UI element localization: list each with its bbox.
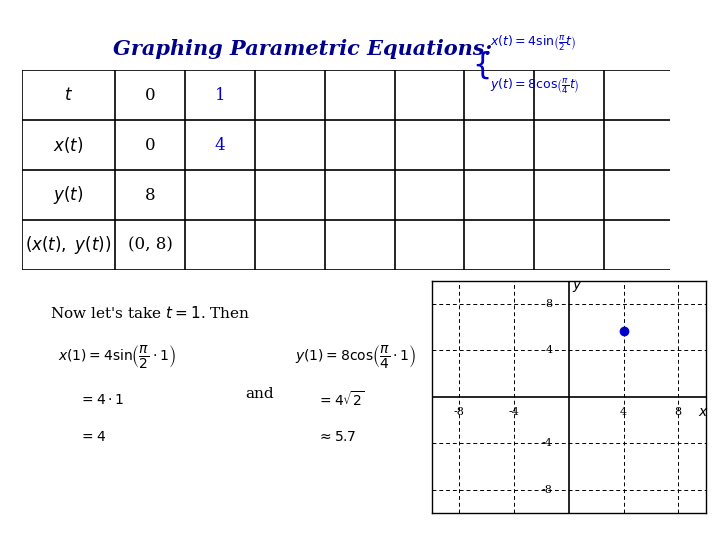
Text: 8: 8 — [545, 299, 552, 309]
Text: $(x(t),\ y(t))$: $(x(t),\ y(t))$ — [25, 234, 112, 256]
Text: $x(1) = 4\sin\!\left(\dfrac{\pi}{2}\cdot 1\right)$: $x(1) = 4\sin\!\left(\dfrac{\pi}{2}\cdot… — [58, 343, 176, 370]
Text: $t$: $t$ — [64, 87, 73, 104]
Text: Now let's take $t = 1$. Then: Now let's take $t = 1$. Then — [50, 305, 251, 321]
Text: 4: 4 — [545, 346, 552, 355]
Text: 4: 4 — [620, 407, 627, 417]
Text: $y(t) = 8\cos\!\left(\frac{\pi}{4}t\right)$: $y(t) = 8\cos\!\left(\frac{\pi}{4}t\righ… — [490, 77, 579, 96]
Text: $y(1) = 8\cos\!\left(\dfrac{\pi}{4}\cdot 1\right)$: $y(1) = 8\cos\!\left(\dfrac{\pi}{4}\cdot… — [295, 343, 416, 370]
Text: $= 4 \cdot 1$: $= 4 \cdot 1$ — [79, 393, 125, 407]
Text: $x(t) = 4\sin\!\left(\frac{\pi}{2}t\right)$: $x(t) = 4\sin\!\left(\frac{\pi}{2}t\righ… — [490, 33, 576, 53]
Text: 1: 1 — [215, 87, 225, 104]
Text: Graphing Parametric Equations:: Graphing Parametric Equations: — [113, 38, 492, 59]
Text: 8: 8 — [145, 187, 156, 204]
Text: $= 4\sqrt{2}$: $= 4\sqrt{2}$ — [317, 390, 365, 409]
Text: -8: -8 — [541, 485, 552, 495]
Text: $\approx 5.7$: $\approx 5.7$ — [317, 430, 356, 444]
Text: and: and — [245, 387, 274, 401]
Text: $= 4$: $= 4$ — [79, 430, 107, 444]
Text: (0, 8): (0, 8) — [127, 237, 173, 253]
Text: -4: -4 — [508, 407, 520, 417]
Text: 0: 0 — [145, 87, 156, 104]
Text: 4: 4 — [215, 137, 225, 153]
Text: $\left\{\ \right.$: $\left\{\ \right.$ — [472, 49, 489, 80]
Text: $x(t)$: $x(t)$ — [53, 135, 84, 155]
Text: $y$: $y$ — [572, 279, 582, 294]
Text: -4: -4 — [541, 438, 552, 448]
Text: 8: 8 — [675, 407, 682, 417]
Text: $y(t)$: $y(t)$ — [53, 184, 84, 206]
Text: 0: 0 — [145, 137, 156, 153]
Text: -8: -8 — [454, 407, 465, 417]
Text: $x$: $x$ — [698, 405, 708, 419]
